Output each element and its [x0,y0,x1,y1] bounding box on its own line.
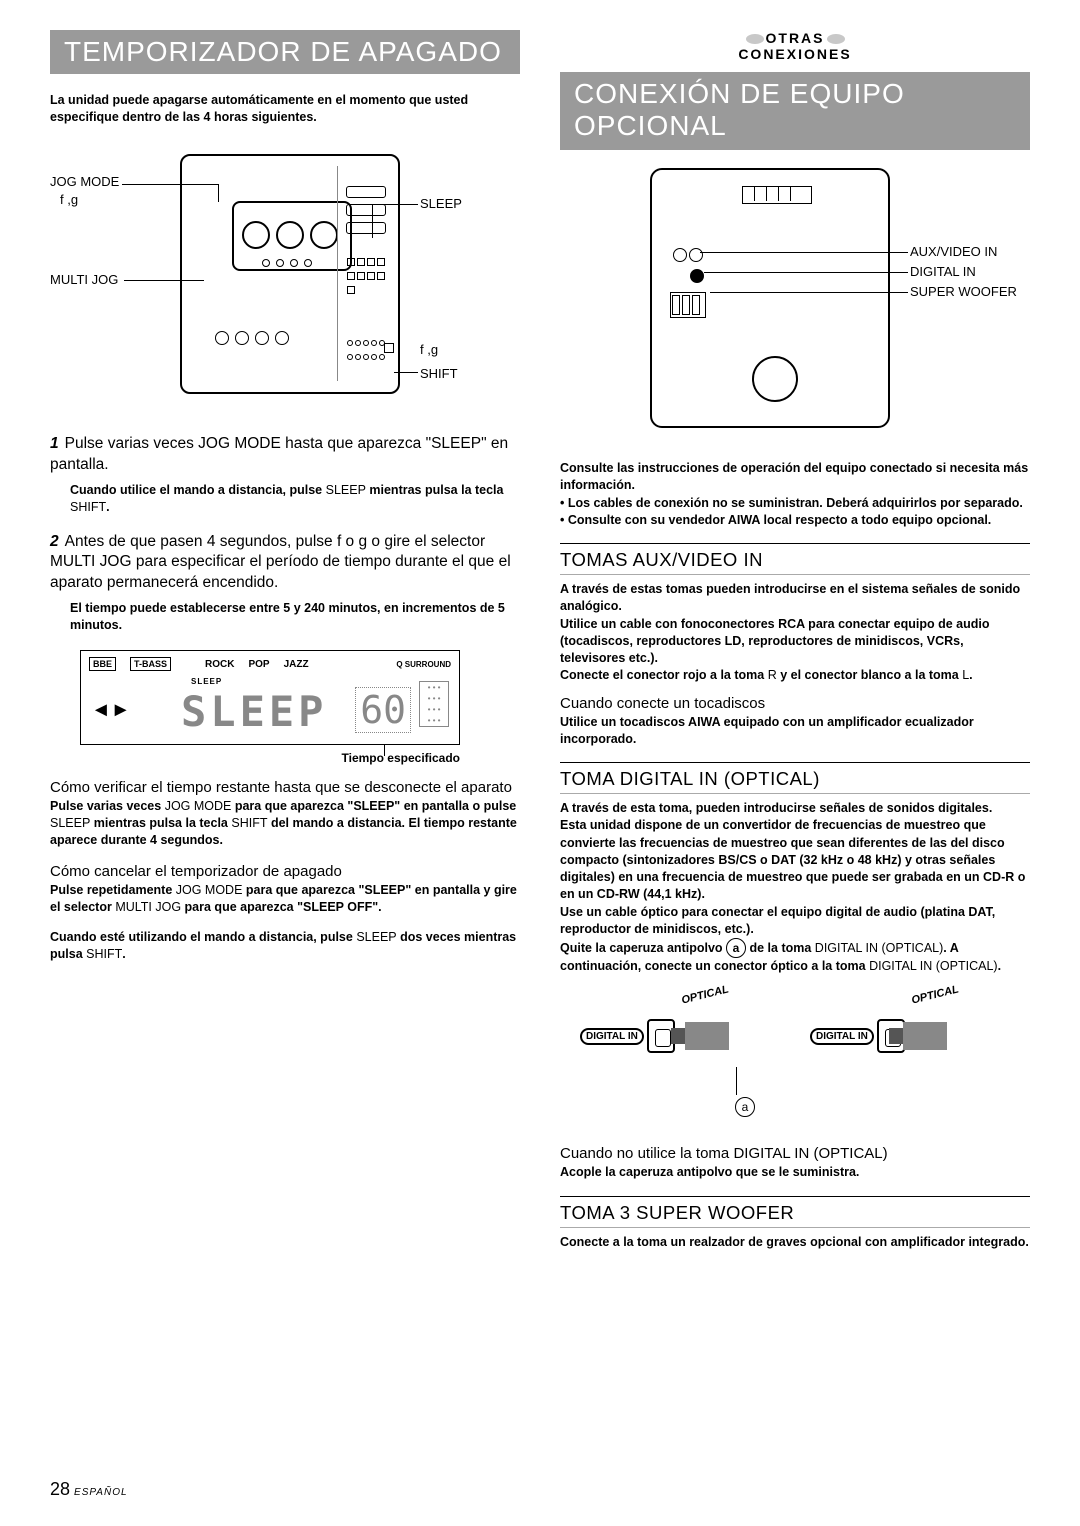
left-title: TEMPORIZADOR DE APAGADO [50,30,520,74]
verify-body: Pulse varias veces JOG MODE para que apa… [50,798,520,849]
label-fg1: f ,g [60,192,78,207]
left-column: TEMPORIZADOR DE APAGADO La unidad puede … [50,30,520,1261]
rear-panel-illustration [650,168,890,428]
otras-header: OTRAS CONEXIONES [560,30,1030,62]
sec-aux-p4: Utilice un tocadiscos AIWA equipado con … [560,714,1030,749]
sec-digital-p5: Acople la caperuza antipolvo que se le s… [560,1164,1030,1181]
label-aux: AUX/VIDEO IN [910,244,997,259]
sec-digital-title: TOMA DIGITAL IN (OPTICAL) [560,762,1030,794]
page-footer: 28ESPAÑOL [50,1479,128,1500]
rear-panel-diagram: AUX/VIDEO IN DIGITAL IN SUPER WOOFER [560,168,1030,448]
step-2: 2Antes de que pasen 4 segundos, pulse f … [50,532,520,635]
cancel-body-2: Cuando esté utilizando el mando a distan… [50,929,520,963]
right-column: OTRAS CONEXIONES CONEXIÓN DE EQUIPO OPCI… [560,30,1030,1261]
right-title: CONEXIÓN DE EQUIPO OPCIONAL [560,72,1030,150]
right-notes: Consulte las instrucciones de operación … [560,460,1030,529]
optical-diagram: OPTICAL DIGITAL IN OPTICAL DIGITAL IN a [560,987,1030,1137]
left-intro: La unidad puede apagarse automáticamente… [50,92,520,126]
sec-woofer-body: Conecte a la toma un realzador de graves… [560,1234,1030,1251]
label-multi-jog: MULTI JOG [50,272,118,287]
label-sleep: SLEEP [420,196,462,211]
label-digital: DIGITAL IN [910,264,976,279]
step-1: 1Pulse varias veces JOG MODE hasta que a… [50,434,520,516]
lcd-display: BBE T-BASS ROCK POP JAZZ Q SURROUND SLEE… [80,650,460,745]
sec-aux-sub: Cuando conecte un tocadiscos [560,695,1030,712]
timer-device-diagram: JOG MODE f ,g MULTI JOG SLEEP f ,g SHIFT [50,144,520,414]
cancel-body: Pulse repetidamente JOG MODE para que ap… [50,882,520,916]
sec-woofer-title: TOMA 3 SUPER WOOFER [560,1196,1030,1228]
sec-digital-body: A través de esta toma, pueden introducir… [560,800,1030,975]
label-shift: SHIFT [420,366,458,381]
label-fg2: f ,g [420,342,438,357]
label-woofer: SUPER WOOFER [910,284,1017,299]
lcd-caption: Tiempo especificado [80,751,460,765]
device-illustration [180,154,400,394]
verify-heading: Cómo verificar el tiempo restante hasta … [50,779,520,796]
sec-aux-body: A través de estas tomas pueden introduci… [560,581,1030,685]
cancel-heading: Cómo cancelar el temporizador de apagado [50,863,520,880]
sec-aux-title: TOMAS AUX/VIDEO IN [560,543,1030,575]
label-jog-mode: JOG MODE [50,174,119,189]
sec-digital-sub: Cuando no utilice la toma DIGITAL IN (OP… [560,1145,1030,1162]
